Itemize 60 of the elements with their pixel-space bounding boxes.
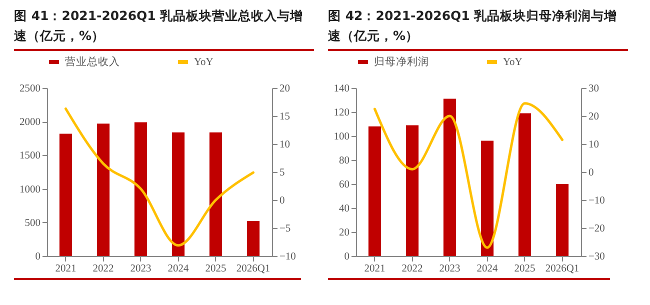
line-series xyxy=(64,107,254,247)
x-tick-label: 2026Q1 xyxy=(236,264,270,274)
x-tick-label: 2023 xyxy=(130,264,152,274)
x-tick-label: 2021 xyxy=(364,264,386,274)
y-tick-label: 80 xyxy=(339,156,350,166)
y2-tick-label: 20 xyxy=(588,112,599,122)
y-tick-label: 40 xyxy=(339,204,350,214)
bar xyxy=(556,184,569,256)
bar xyxy=(518,113,532,256)
y-tick-label: 500 xyxy=(24,218,40,229)
chart-title: 图 42：2021-2026Q1 乳品板块归母净利润与增速（亿元，%） xyxy=(328,6,628,51)
bar xyxy=(368,126,382,256)
x-tick-label: 2025 xyxy=(514,264,536,274)
bar xyxy=(443,98,456,256)
y2-tick-label: −10 xyxy=(280,252,296,262)
y2-tick-label: 20 xyxy=(280,84,290,94)
line-series xyxy=(374,102,564,249)
y2-tick-label: 10 xyxy=(588,140,599,150)
y-tick-label: 100 xyxy=(334,132,350,142)
x-tick-label: 2023 xyxy=(439,264,460,274)
y2-tick-label: 10 xyxy=(280,140,290,150)
y2-tick-label: 5 xyxy=(280,168,285,178)
y2-tick-label: −30 xyxy=(588,252,605,262)
y-tick-label: 2000 xyxy=(20,117,40,128)
y-tick-label: 120 xyxy=(334,108,350,118)
legend-label: YoY xyxy=(503,57,523,68)
x-tick-label: 2024 xyxy=(168,264,190,274)
y-tick-label: 0 xyxy=(35,252,40,262)
x-tick-label: 2025 xyxy=(205,264,226,274)
y2-tick-label: −20 xyxy=(588,224,605,234)
y-tick-label: 2500 xyxy=(20,84,40,94)
bar xyxy=(59,134,72,256)
y2-tick-label: 0 xyxy=(280,196,285,206)
y-tick-label: 1500 xyxy=(20,150,40,162)
x-tick-label: 2026Q1 xyxy=(545,264,580,274)
bar xyxy=(406,125,419,256)
bar xyxy=(172,132,185,256)
y2-tick-label: 30 xyxy=(588,84,599,94)
legend-label: 营业总收入 xyxy=(65,55,120,68)
y2-tick-label: −5 xyxy=(280,224,291,234)
bar xyxy=(96,124,110,256)
x-tick-label: 2024 xyxy=(476,264,498,274)
bar xyxy=(246,221,260,256)
y-tick-label: 60 xyxy=(339,180,350,190)
bar xyxy=(480,140,494,256)
y2-tick-label: −10 xyxy=(588,196,605,206)
legend-label: 归母净利润 xyxy=(374,55,429,68)
y2-tick-label: 15 xyxy=(280,112,290,122)
x-tick-label: 2021 xyxy=(55,264,76,274)
y-tick-label: 0 xyxy=(344,252,350,262)
y-tick-label: 20 xyxy=(339,228,350,238)
chart-title: 图 41：2021-2026Q1 乳品板块营业总收入与增速（亿元，%） xyxy=(14,6,314,51)
x-tick-label: 2022 xyxy=(92,264,114,274)
y-tick-label: 1000 xyxy=(20,184,40,196)
legend-label: YoY xyxy=(194,57,214,68)
bar xyxy=(209,132,222,256)
bar xyxy=(134,122,148,256)
y-tick-label: 140 xyxy=(334,84,350,94)
y2-tick-label: 0 xyxy=(588,168,594,178)
x-tick-label: 2022 xyxy=(402,264,423,274)
